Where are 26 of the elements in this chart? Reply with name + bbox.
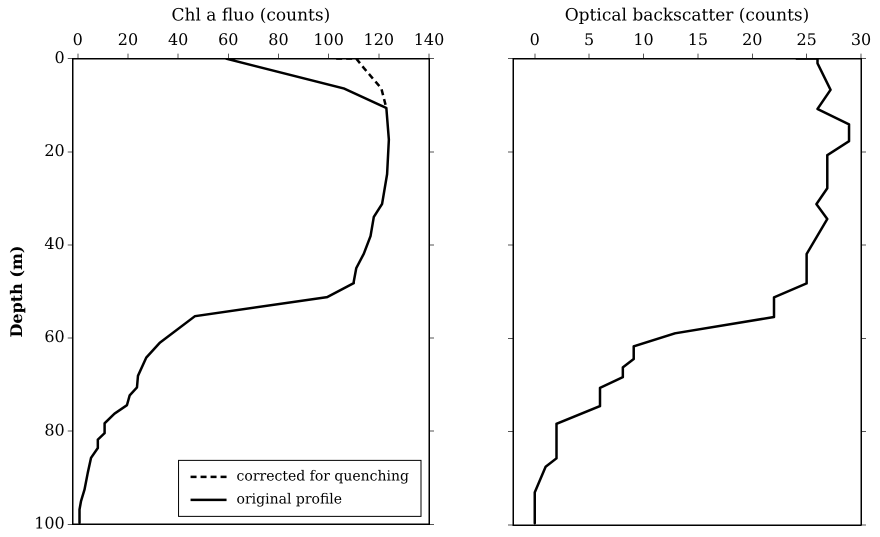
x-tick-label: 25 (796, 30, 817, 50)
x-tick-label: 140 (414, 30, 444, 50)
x-tick-label: 10 (633, 30, 654, 50)
legend-label: corrected for quenching (236, 468, 410, 485)
x-axis-title: Chl a fluo (counts) (171, 6, 330, 26)
x-tick-label: 40 (168, 30, 188, 50)
y-tick-label: 100 (34, 514, 65, 533)
x-tick-label: 0 (72, 30, 83, 50)
y-tick-label: 60 (44, 327, 65, 346)
y-tick-label: 0 (54, 48, 65, 67)
legend-label: original profile (236, 492, 342, 508)
x-tick-label: 15 (688, 30, 708, 50)
x-tick-label: 0 (530, 30, 540, 50)
y-tick-label: 20 (44, 140, 65, 160)
y-axis-title: Depth (m) (6, 246, 26, 338)
x-tick-label: 30 (850, 30, 872, 50)
x-tick-label: 20 (742, 30, 762, 50)
x-tick-label: 5 (584, 30, 594, 50)
x-tick-label: 20 (118, 30, 138, 50)
y-tick-label: 80 (44, 420, 65, 440)
x-tick-label: 60 (218, 30, 238, 50)
x-tick-label: 80 (268, 30, 289, 50)
y-tick-label: 40 (44, 234, 65, 254)
x-axis-title: Optical backscatter (counts) (564, 6, 810, 26)
x-tick-label: 120 (364, 30, 394, 50)
x-tick-label: 100 (313, 30, 344, 50)
